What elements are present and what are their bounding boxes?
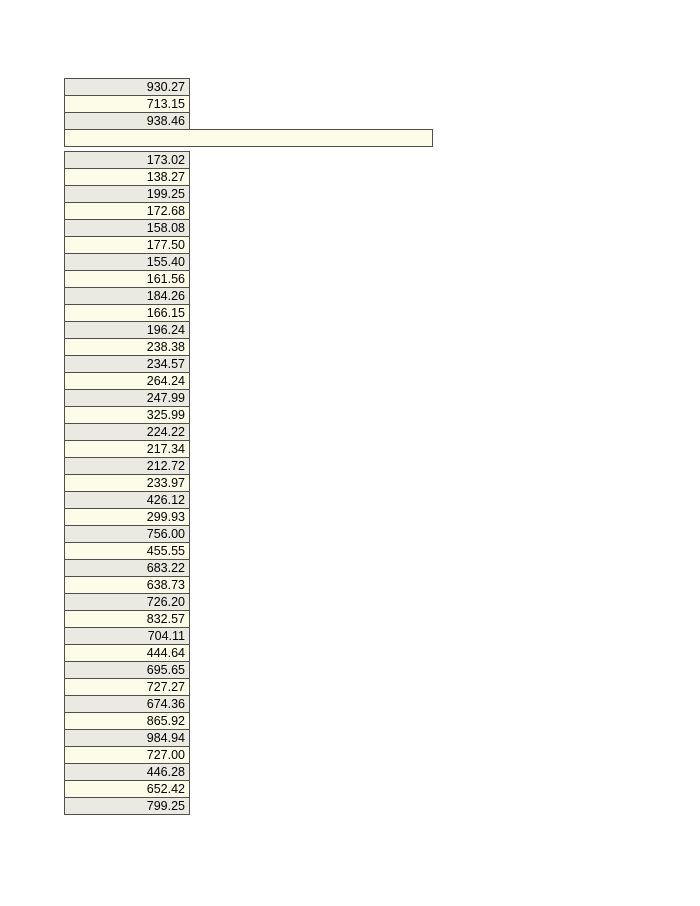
cell-value: 704.11 — [147, 629, 185, 643]
table-cell[interactable]: 173.02 — [64, 151, 190, 169]
table-cell[interactable]: 799.25 — [64, 797, 190, 815]
table-cell[interactable]: 299.93 — [64, 508, 190, 526]
table-cell[interactable]: 233.97 — [64, 474, 190, 492]
table-cell[interactable]: 704.11 — [64, 627, 190, 645]
table-cell[interactable]: 184.26 — [64, 287, 190, 305]
table-cell[interactable]: 930.27 — [64, 78, 190, 96]
table-cell[interactable]: 234.57 — [64, 355, 190, 373]
table-cell[interactable]: 638.73 — [64, 576, 190, 594]
cell-value: 196.24 — [146, 323, 185, 337]
cell-value: 984.94 — [146, 731, 185, 745]
cell-value: 199.25 — [146, 187, 185, 201]
cell-value: 166.15 — [146, 306, 185, 320]
main-table: 173.02 138.27 199.25 172.68 158.08 177.50 155.… — [64, 151, 433, 815]
table-cell[interactable]: 695.65 — [64, 661, 190, 679]
cell-value: 224.22 — [146, 425, 185, 439]
table-cell[interactable]: 155.40 — [64, 253, 190, 271]
table-cell[interactable]: 674.36 — [64, 695, 190, 713]
table-cell[interactable]: 158.08 — [64, 219, 190, 237]
table-cell[interactable]: 713.15 — [64, 95, 190, 113]
cell-value: 652.42 — [146, 782, 185, 796]
table-cell[interactable]: 238.38 — [64, 338, 190, 356]
table-cell[interactable]: 138.27 — [64, 168, 190, 186]
table-cell[interactable]: 177.50 — [64, 236, 190, 254]
table-cell[interactable]: 984.94 — [64, 729, 190, 747]
table-cell[interactable]: 264.24 — [64, 372, 190, 390]
table-cell[interactable]: 212.72 — [64, 457, 190, 475]
cell-value: 325.99 — [146, 408, 185, 422]
cell-value: 446.28 — [146, 765, 185, 779]
table-cell[interactable]: 683.22 — [64, 559, 190, 577]
table-cell[interactable]: 727.00 — [64, 746, 190, 764]
spreadsheet-fragment: 930.27 713.15 938.46 173.02 138.27 199.25 172… — [64, 78, 433, 815]
cell-value: 426.12 — [146, 493, 185, 507]
table-cell[interactable]: 224.22 — [64, 423, 190, 441]
cell-value: 683.22 — [146, 561, 185, 575]
table-cell[interactable]: 726.20 — [64, 593, 190, 611]
table-cell[interactable]: 426.12 — [64, 491, 190, 509]
cell-value: 138.27 — [146, 170, 185, 184]
cell-value: 212.72 — [146, 459, 185, 473]
cell-value: 455.55 — [146, 544, 185, 558]
cell-value: 299.93 — [146, 510, 185, 524]
cell-value: 173.02 — [146, 153, 185, 167]
cell-value: 930.27 — [146, 80, 185, 94]
table-cell[interactable]: 444.64 — [64, 644, 190, 662]
cell-value: 233.97 — [146, 476, 185, 490]
top-table: 930.27 713.15 938.46 — [64, 78, 433, 130]
cell-value: 726.20 — [146, 595, 185, 609]
cell-value: 155.40 — [146, 255, 185, 269]
table-cell[interactable]: 199.25 — [64, 185, 190, 203]
table-cell[interactable]: 455.55 — [64, 542, 190, 560]
table-cell[interactable]: 938.46 — [64, 112, 190, 130]
cell-value: 638.73 — [146, 578, 185, 592]
cell-value: 713.15 — [146, 97, 185, 111]
table-cell[interactable]: 652.42 — [64, 780, 190, 798]
table-cell[interactable]: 446.28 — [64, 763, 190, 781]
cell-value: 799.25 — [146, 799, 185, 813]
table-cell[interactable]: 832.57 — [64, 610, 190, 628]
wide-cell[interactable] — [64, 129, 433, 147]
cell-value: 238.38 — [146, 340, 185, 354]
table-cell[interactable]: 217.34 — [64, 440, 190, 458]
cell-value: 727.27 — [146, 680, 185, 694]
table-cell[interactable]: 756.00 — [64, 525, 190, 543]
table-cell[interactable]: 247.99 — [64, 389, 190, 407]
cell-value: 444.64 — [146, 646, 185, 660]
cell-value: 161.56 — [146, 272, 185, 286]
cell-value: 217.34 — [146, 442, 185, 456]
cell-value: 177.50 — [146, 238, 185, 252]
cell-value: 674.36 — [146, 697, 185, 711]
cell-value: 172.68 — [146, 204, 185, 218]
cell-value: 695.65 — [146, 663, 185, 677]
table-cell[interactable]: 727.27 — [64, 678, 190, 696]
table-cell[interactable]: 196.24 — [64, 321, 190, 339]
cell-value: 832.57 — [146, 612, 185, 626]
cell-value: 264.24 — [146, 374, 185, 388]
cell-value: 184.26 — [146, 289, 185, 303]
cell-value: 234.57 — [146, 357, 185, 371]
table-cell[interactable]: 161.56 — [64, 270, 190, 288]
table-cell[interactable]: 325.99 — [64, 406, 190, 424]
cell-value: 247.99 — [146, 391, 185, 405]
table-cell[interactable]: 172.68 — [64, 202, 190, 220]
cell-value: 727.00 — [146, 748, 185, 762]
cell-value: 938.46 — [146, 114, 185, 128]
cell-value: 865.92 — [146, 714, 185, 728]
cell-value: 756.00 — [146, 527, 185, 541]
cell-value: 158.08 — [146, 221, 185, 235]
table-cell[interactable]: 865.92 — [64, 712, 190, 730]
table-cell[interactable]: 166.15 — [64, 304, 190, 322]
